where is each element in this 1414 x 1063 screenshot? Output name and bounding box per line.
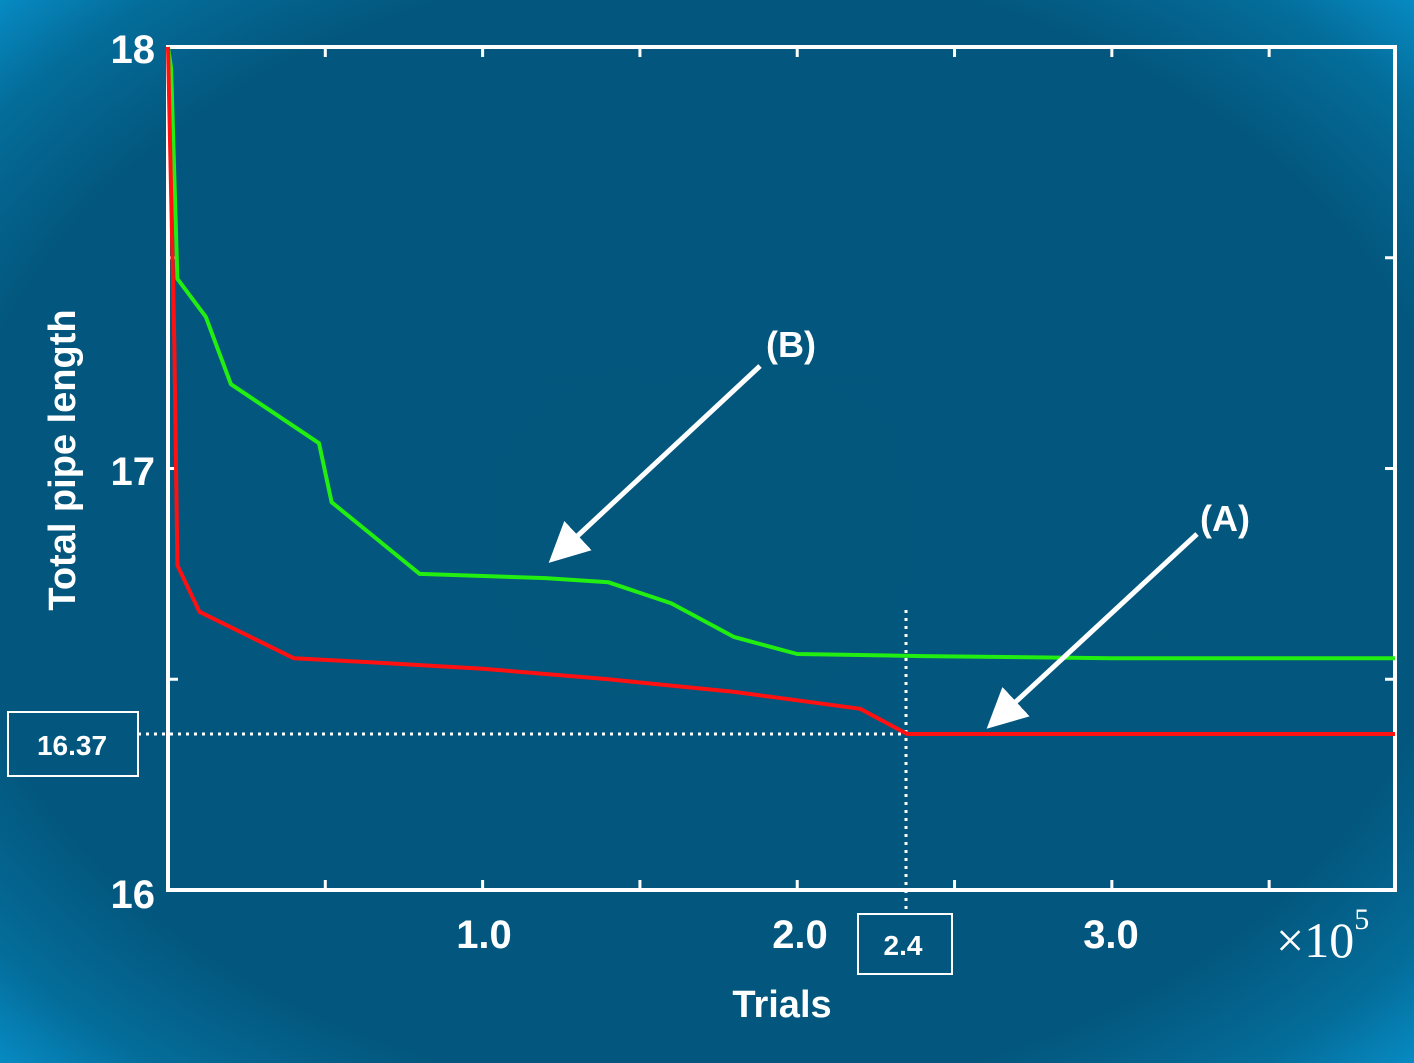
- vline-value-box: [857, 913, 953, 975]
- y-axis-ticks: [168, 45, 1395, 892]
- series-a-line: [166, 46, 1395, 736]
- series-b-line: [166, 46, 1395, 661]
- callout-a-label: (A): [1200, 498, 1250, 539]
- x-tick-label-1: 1.0: [456, 913, 512, 957]
- callout-b-label: (B): [766, 324, 816, 365]
- x-axis-title: Trials: [732, 984, 831, 1026]
- x-axis-multiplier: ×105: [1276, 903, 1369, 968]
- y-tick-label-17: 17: [111, 450, 156, 494]
- x-tick-label-3: 3.0: [1083, 913, 1139, 957]
- x-axis-ticks: [323, 47, 1271, 890]
- vline-value-label: 2.4: [884, 930, 923, 961]
- callout-a-arrow: [986, 532, 1199, 729]
- plot-area-frame: [166, 45, 1397, 892]
- y-tick-label-16: 16: [111, 873, 156, 917]
- callout-b-arrow: [548, 364, 762, 563]
- hline-value-label: 16.37: [37, 730, 107, 761]
- y-tick-label-18: 18: [111, 28, 156, 72]
- hline-value-box: [7, 711, 139, 777]
- x-tick-label-2: 2.0: [772, 913, 828, 957]
- y-axis-title: Total pipe length: [42, 309, 84, 610]
